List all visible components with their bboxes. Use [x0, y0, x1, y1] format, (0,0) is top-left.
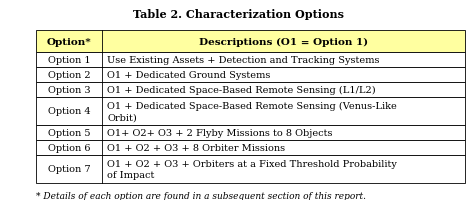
- Text: Option 7: Option 7: [48, 165, 90, 173]
- Text: Table 2. Characterization Options: Table 2. Characterization Options: [133, 9, 343, 20]
- Text: Option 2: Option 2: [48, 71, 90, 80]
- Bar: [36, 68, 464, 83]
- Bar: [36, 31, 464, 53]
- Text: * Details of each option are found in a subsequent section of this report.: * Details of each option are found in a …: [36, 191, 365, 200]
- Text: Option 6: Option 6: [48, 143, 90, 152]
- Text: Option 3: Option 3: [48, 86, 90, 95]
- Text: Option 5: Option 5: [48, 128, 90, 137]
- Text: Option 4: Option 4: [48, 107, 90, 116]
- Text: O1 + Dedicated Ground Systems: O1 + Dedicated Ground Systems: [107, 71, 270, 80]
- Text: Use Existing Assets + Detection and Tracking Systems: Use Existing Assets + Detection and Trac…: [107, 56, 379, 65]
- Text: O1+ O2+ O3 + 2 Flyby Missions to 8 Objects: O1+ O2+ O3 + 2 Flyby Missions to 8 Objec…: [107, 128, 332, 137]
- Text: O1 + O2 + O3 + Orbiters at a Fixed Threshold Probability
of Impact: O1 + O2 + O3 + Orbiters at a Fixed Thres…: [107, 159, 396, 179]
- Bar: [36, 53, 464, 68]
- Text: O1 + Dedicated Space-Based Remote Sensing (Venus-Like
Orbit): O1 + Dedicated Space-Based Remote Sensin…: [107, 101, 396, 121]
- Bar: [36, 98, 464, 125]
- Bar: [36, 125, 464, 140]
- Bar: [36, 83, 464, 98]
- Bar: [36, 140, 464, 155]
- Text: Descriptions (O1 = Option 1): Descriptions (O1 = Option 1): [198, 37, 367, 46]
- Text: Option*: Option*: [47, 37, 91, 46]
- Bar: [36, 155, 464, 183]
- Text: O1 + Dedicated Space-Based Remote Sensing (L1/L2): O1 + Dedicated Space-Based Remote Sensin…: [107, 86, 375, 95]
- Text: Option 1: Option 1: [48, 56, 90, 65]
- Text: O1 + O2 + O3 + 8 Orbiter Missions: O1 + O2 + O3 + 8 Orbiter Missions: [107, 143, 285, 152]
